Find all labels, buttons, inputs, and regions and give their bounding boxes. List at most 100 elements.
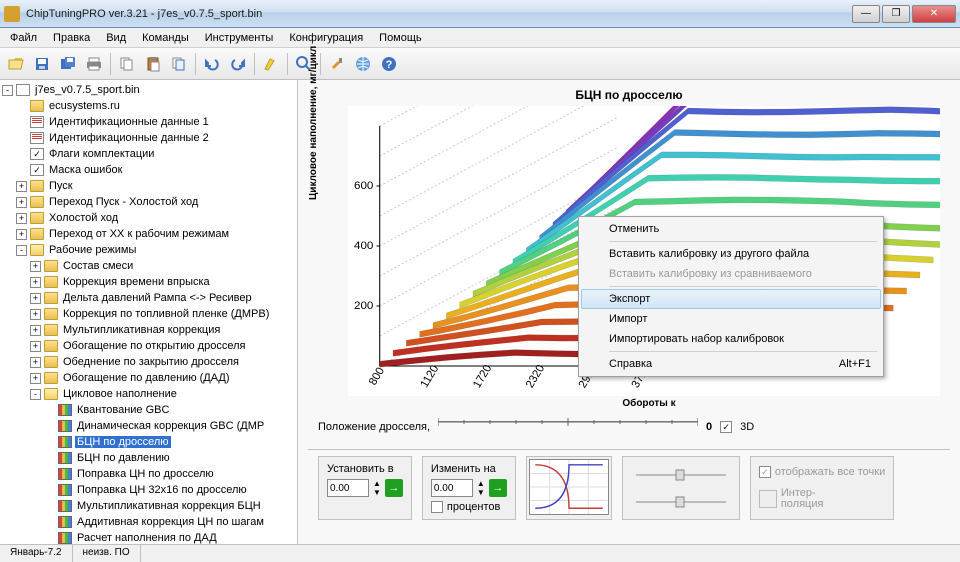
window-title: ChipTuningPRO ver.3.21 - j7es_v0.7.5_spo…: [26, 8, 852, 20]
menu-file[interactable]: Файл: [2, 30, 45, 46]
folder-icon: [30, 100, 44, 112]
tree-label: Дельта давлений Рампа <-> Ресивер: [61, 292, 254, 304]
tree-label: Поправка ЦН по дросселю: [75, 468, 216, 480]
tree-item[interactable]: +Коррекция времени впрыска: [2, 274, 295, 290]
open-icon[interactable]: [4, 52, 28, 76]
show-all-label: отображать все точки: [775, 466, 885, 478]
redo-icon[interactable]: [226, 52, 250, 76]
page-icon: [30, 116, 44, 128]
bars-icon: [58, 404, 72, 416]
tree-item[interactable]: ✓Маска ошибок: [2, 162, 295, 178]
context-menu-item[interactable]: Вставить калибровку из другого файла: [581, 244, 881, 264]
tree-item[interactable]: Идентификационные данные 1: [2, 114, 295, 130]
tree-item[interactable]: ✓Флаги комплектации: [2, 146, 295, 162]
menu-tools[interactable]: Инструменты: [197, 30, 282, 46]
tree-item[interactable]: +Дельта давлений Рампа <-> Ресивер: [2, 290, 295, 306]
set-label: Установить в: [327, 463, 403, 475]
tree-label: Коррекция времени впрыска: [61, 276, 212, 288]
tree-item[interactable]: +Холостой ход: [2, 210, 295, 226]
tree-item[interactable]: Расчет наполнения по ДАД: [2, 530, 295, 544]
highlight-icon[interactable]: [259, 52, 283, 76]
bars-icon: [58, 468, 72, 480]
tree-item[interactable]: -Цикловое наполнение: [2, 386, 295, 402]
tree-item[interactable]: Квантование GBC: [2, 402, 295, 418]
3d-checkbox[interactable]: ✓: [720, 421, 732, 433]
change-group: Изменить на ▲▼ → процентов: [422, 456, 516, 520]
save-as-icon[interactable]: [56, 52, 80, 76]
tree-item[interactable]: Поправка ЦН по дросселю: [2, 466, 295, 482]
menu-help[interactable]: Помощь: [371, 30, 430, 46]
tree-item[interactable]: -Рабочие режимы: [2, 242, 295, 258]
menu-view[interactable]: Вид: [98, 30, 134, 46]
tree-label: Флаги комплектации: [47, 148, 156, 160]
tree-item[interactable]: +Обогащение по давлению (ДАД): [2, 370, 295, 386]
globe-icon[interactable]: [351, 52, 375, 76]
3d-label: 3D: [740, 421, 754, 433]
tree-label: Цикловое наполнение: [61, 388, 179, 400]
folder-icon: [30, 212, 44, 224]
tree-item[interactable]: Динамическая коррекция GBC (ДМР: [2, 418, 295, 434]
tree-label: Холостой ход: [47, 212, 120, 224]
folder-icon: [44, 372, 58, 384]
close-button[interactable]: ✕: [912, 5, 956, 23]
context-menu-item[interactable]: Импортировать набор калибровок: [581, 329, 881, 349]
statusbar: Январь-7.2 неизв. ПО: [0, 544, 960, 562]
menu-config[interactable]: Конфигурация: [281, 30, 371, 46]
set-go-button[interactable]: →: [385, 479, 403, 497]
context-menu-item[interactable]: Экспорт: [581, 289, 881, 309]
set-input[interactable]: [327, 479, 369, 497]
change-go-button[interactable]: →: [489, 479, 507, 497]
chart-xlabel: Обороты к: [338, 398, 960, 409]
print-icon[interactable]: [82, 52, 106, 76]
menu-edit[interactable]: Правка: [45, 30, 98, 46]
tree-item[interactable]: БЦН по давлению: [2, 450, 295, 466]
folder-icon: [44, 340, 58, 352]
interp-icon[interactable]: [759, 490, 777, 508]
tree-item[interactable]: +Обеднение по закрытию дросселя: [2, 354, 295, 370]
tree-item[interactable]: +Коррекция по топливной пленке (ДМРВ): [2, 306, 295, 322]
copy-icon[interactable]: [115, 52, 139, 76]
tree-item[interactable]: Идентификационные данные 2: [2, 130, 295, 146]
menu-commands[interactable]: Команды: [134, 30, 197, 46]
show-all-checkbox[interactable]: ✓: [759, 466, 771, 478]
tree-item[interactable]: +Обогащение по открытию дросселя: [2, 338, 295, 354]
change-label: Изменить на: [431, 463, 507, 475]
context-menu-item[interactable]: Отменить: [581, 219, 881, 239]
tree-panel[interactable]: -j7es_v0.7.5_sport.binecusystems.ruИдент…: [0, 80, 298, 544]
change-input[interactable]: [431, 479, 473, 497]
context-menu-item[interactable]: Импорт: [581, 309, 881, 329]
tree-item[interactable]: +Переход от ХХ к рабочим режимам: [2, 226, 295, 242]
save-icon[interactable]: [30, 52, 54, 76]
folder-icon: [44, 292, 58, 304]
help-icon[interactable]: ?: [377, 52, 401, 76]
folder-open-icon: [44, 388, 58, 400]
tree-item[interactable]: +Мультипликативная коррекция: [2, 322, 295, 338]
tree-label: Идентификационные данные 1: [47, 116, 211, 128]
tree-item[interactable]: Мультипликативная коррекция БЦН: [2, 498, 295, 514]
throttle-slider[interactable]: [438, 421, 698, 441]
percent-checkbox[interactable]: [431, 501, 443, 513]
tree-root-label[interactable]: j7es_v0.7.5_sport.bin: [33, 84, 142, 96]
undo-icon[interactable]: [200, 52, 224, 76]
context-menu-item[interactable]: СправкаAlt+F1: [581, 354, 881, 374]
tree-item[interactable]: Поправка ЦН 32x16 по дросселю: [2, 482, 295, 498]
tree-label: Динамическая коррекция GBC (ДМР: [75, 420, 266, 432]
folder-icon: [44, 356, 58, 368]
bars-icon: [58, 484, 72, 496]
tree-label: Поправка ЦН 32x16 по дросселю: [75, 484, 249, 496]
tree-item[interactable]: +Пуск: [2, 178, 295, 194]
minimize-button[interactable]: —: [852, 5, 880, 23]
cut-icon[interactable]: [167, 52, 191, 76]
tree-label: Идентификационные данные 2: [47, 132, 211, 144]
tree-item[interactable]: БЦН по дросселю: [2, 434, 295, 450]
tree-item[interactable]: +Состав смеси: [2, 258, 295, 274]
tree-item[interactable]: ecusystems.ru: [2, 98, 295, 114]
tools-icon[interactable]: [325, 52, 349, 76]
tree-item[interactable]: +Переход Пуск - Холостой ход: [2, 194, 295, 210]
paste-icon[interactable]: [141, 52, 165, 76]
content-panel: БЦН по дросселю Цикловое наполнение, мг/…: [298, 80, 960, 544]
maximize-button[interactable]: ❐: [882, 5, 910, 23]
folder-icon: [44, 308, 58, 320]
percent-label: процентов: [447, 501, 500, 513]
tree-item[interactable]: Аддитивная коррекция ЦН по шагам: [2, 514, 295, 530]
